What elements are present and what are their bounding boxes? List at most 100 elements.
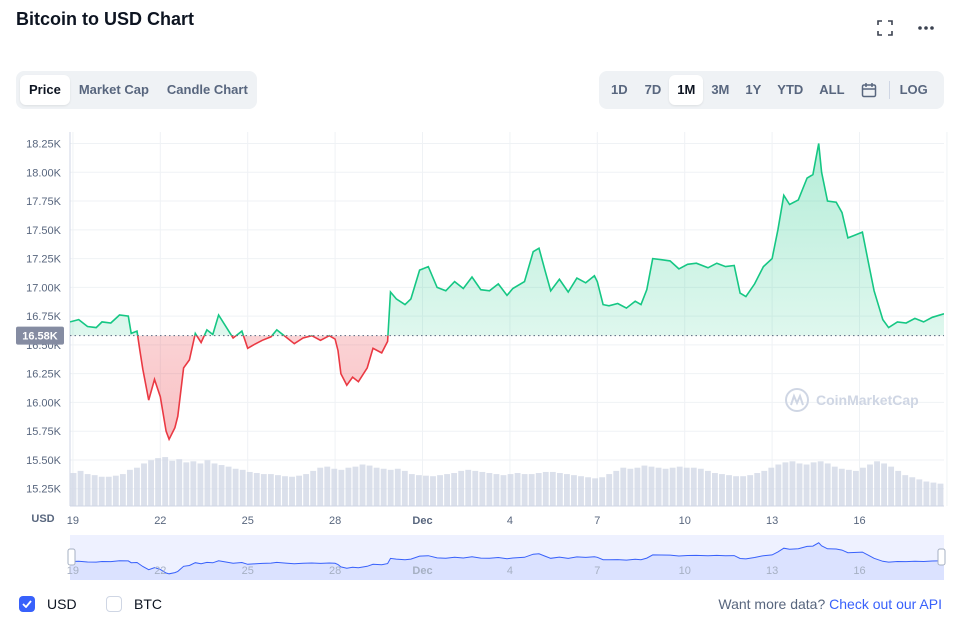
- log-scale-toggle[interactable]: LOG: [899, 82, 928, 97]
- y-tick-label: 18.25K: [26, 139, 62, 151]
- volume-bar: [697, 468, 704, 506]
- volume-bar: [324, 466, 331, 506]
- navigator-tick-label: 28: [329, 565, 341, 577]
- volume-bar: [838, 468, 845, 506]
- volume-bar: [296, 475, 302, 506]
- api-promo: Want more data? Check out our API: [718, 596, 942, 612]
- volume-bar: [183, 462, 190, 506]
- volume-bar: [796, 463, 803, 506]
- volume-bar: [423, 475, 429, 506]
- range-7d[interactable]: 7D: [644, 82, 662, 97]
- volume-bar: [451, 473, 458, 506]
- navigator-tick-label: 13: [766, 565, 778, 577]
- volume-bar: [507, 474, 514, 506]
- navigator-tick-label: Dec: [412, 565, 432, 577]
- y-tick-label: 17.00K: [26, 282, 62, 294]
- volume-bar: [289, 476, 295, 506]
- range-ytd[interactable]: YTD: [777, 82, 804, 97]
- range-3m[interactable]: 3M: [711, 82, 730, 97]
- volume-bar: [218, 465, 225, 506]
- navigator-tick-label: 16: [853, 565, 865, 577]
- volume-bar: [267, 474, 274, 506]
- volume-bar: [141, 463, 147, 506]
- volume-bar: [740, 476, 747, 506]
- range-divider: [888, 81, 890, 99]
- volume-bar: [775, 464, 782, 506]
- volume-bar: [754, 473, 761, 506]
- volume-bar: [176, 459, 183, 506]
- fullscreen-icon[interactable]: [871, 14, 899, 42]
- volume-bar: [190, 461, 197, 506]
- volume-bar: [77, 470, 84, 506]
- volume-bar: [105, 476, 112, 506]
- volume-bar: [789, 461, 796, 506]
- calendar-icon[interactable]: [853, 75, 885, 105]
- more-options-icon[interactable]: [912, 14, 940, 42]
- volume-bar: [380, 468, 387, 506]
- volume-bar: [303, 474, 310, 506]
- y-tick-label: 17.25K: [26, 254, 62, 266]
- price-area-down: [137, 335, 388, 440]
- range-1y[interactable]: 1Y: [745, 82, 762, 97]
- range-all[interactable]: ALL: [819, 82, 845, 97]
- volume-bar: [676, 466, 683, 506]
- x-tick-label: 7: [594, 515, 600, 527]
- volume-bar: [437, 475, 443, 506]
- currency-axis-label: USD: [31, 513, 54, 525]
- volume-bar: [246, 471, 253, 506]
- btc-label: BTC: [134, 596, 162, 612]
- checkbox-checked-icon: [19, 596, 35, 612]
- usd-checkbox[interactable]: USD: [19, 596, 77, 612]
- volume-bar: [620, 467, 627, 506]
- volume-bar: [726, 475, 732, 506]
- volume-bar: [134, 467, 140, 506]
- volume-bar: [592, 478, 599, 506]
- range-1d[interactable]: 1D: [611, 82, 628, 97]
- volume-bar: [359, 464, 366, 506]
- volume-bar: [225, 466, 232, 506]
- volume-bar: [719, 474, 725, 506]
- volume-bar: [352, 466, 359, 506]
- navigator-right-handle[interactable]: [937, 548, 946, 566]
- volume-bar: [148, 460, 154, 506]
- btc-checkbox[interactable]: BTC: [106, 596, 162, 612]
- volume-bar: [641, 465, 648, 506]
- volume-bar: [91, 475, 98, 506]
- volume-bar: [465, 469, 472, 506]
- volume-bar: [275, 475, 281, 506]
- volume-bar: [831, 466, 838, 506]
- x-tick-label: Dec: [412, 515, 432, 527]
- volume-bar: [860, 467, 866, 506]
- navigator-left-handle[interactable]: [67, 548, 76, 566]
- y-tick-label: 15.50K: [26, 455, 62, 467]
- api-link[interactable]: Check out our API: [829, 596, 942, 612]
- volume-bar: [401, 470, 408, 506]
- volume-bar: [902, 475, 909, 506]
- tab-market-cap[interactable]: Market Cap: [78, 82, 149, 97]
- volume-bar: [535, 473, 542, 506]
- coinmarketcap-logo-icon: [785, 388, 809, 412]
- volume-bar: [204, 460, 211, 506]
- volume-bar: [923, 481, 930, 506]
- volume-bar: [472, 470, 479, 506]
- x-tick-label: 22: [154, 515, 166, 527]
- volume-bar: [549, 471, 556, 506]
- volume-bar: [585, 477, 591, 506]
- volume-bar: [909, 477, 916, 506]
- volume-bar: [655, 467, 662, 506]
- price-line-up: [70, 143, 944, 336]
- tab-candle-chart[interactable]: Candle Chart: [166, 82, 248, 97]
- volume-bar: [366, 465, 373, 506]
- volume-bar: [867, 464, 873, 506]
- range-1m[interactable]: 1M: [669, 75, 704, 105]
- volume-bar: [747, 475, 754, 506]
- volume-bar: [486, 473, 493, 506]
- volume-bar: [500, 475, 507, 506]
- tab-price[interactable]: Price: [20, 75, 70, 105]
- volume-bar: [606, 474, 613, 506]
- volume-bar: [444, 474, 451, 506]
- y-tick-label: 15.25K: [26, 484, 62, 496]
- volume-bar: [514, 473, 521, 506]
- usd-label: USD: [47, 596, 77, 612]
